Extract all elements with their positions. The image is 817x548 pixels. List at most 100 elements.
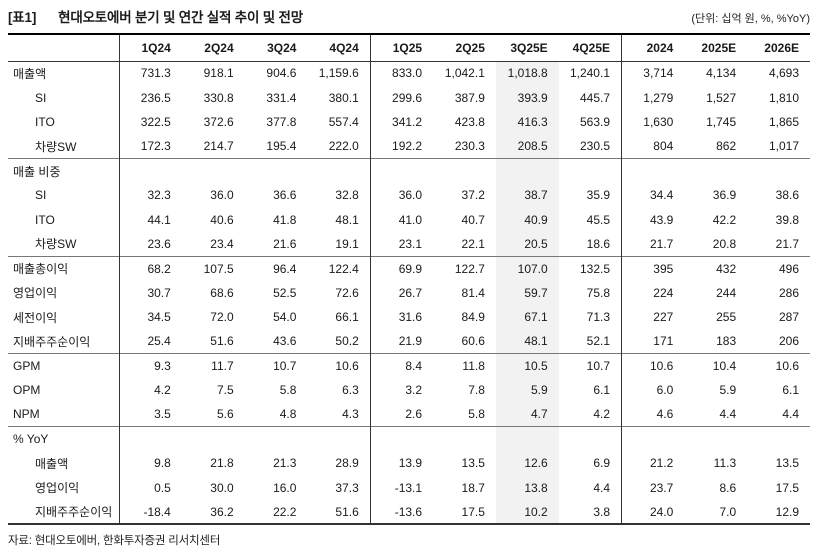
cell-value: 22.2 (273, 504, 297, 519)
cell-value: 52.1 (558, 329, 622, 354)
cell-value: 10.6 (307, 353, 371, 379)
cell-value: 230.3 (454, 139, 485, 154)
table-row: SI 32.3 36.0 36.6 32.8 36.0 37.2 38.7 35.9 34.4 36… (8, 182, 810, 208)
row-label: 차량SW (8, 231, 120, 257)
table-row: SI 236.5 330.8 331.4 380.1 299.6 387.9 393.9 445… (8, 85, 810, 110)
cell-value: 7.5 (216, 383, 234, 398)
cell-value: 21.7 (649, 236, 674, 251)
cell-value: 41.0 (398, 212, 423, 227)
cell-value: 172.3 (140, 139, 171, 154)
cell-value: 48.1 (495, 329, 559, 354)
cell-value: 13.8 (495, 475, 559, 501)
cell-value: 2.6 (405, 407, 423, 422)
row-label: GPM (8, 353, 120, 379)
table-row: 매출총이익 68.2 107.5 96.4 122.4 69.9 122.7 107.0 132… (8, 255, 810, 281)
cell-value: 4,693 (768, 66, 799, 81)
cell-value: 81.4 (461, 285, 485, 300)
cell-value (495, 158, 559, 183)
cell-value: 43.9 (649, 212, 674, 227)
cell-value: 12.9 (775, 504, 799, 519)
cell-value: 66.1 (307, 304, 371, 330)
cell-value: 445.7 (558, 85, 622, 110)
cell-value: 380.1 (307, 85, 371, 110)
cell-value: 183 (716, 334, 737, 349)
cell-value: 68.6 (210, 285, 234, 300)
row-label: ITO (8, 207, 120, 232)
table-row: ITO 44.1 40.6 41.8 48.1 41.0 40.7 40.9 45.5 43.9 4… (8, 207, 810, 232)
cell-value (307, 158, 371, 183)
column-header-4q24: 4Q24 (307, 34, 371, 62)
cell-value: 36.0 (210, 188, 234, 203)
table-row: 세전이익 34.5 72.0 54.0 66.1 31.6 84.9 67.1 71.3 227 2… (8, 304, 810, 330)
cell-value: 731.3 (140, 66, 171, 81)
cell-value: 286 (778, 285, 799, 300)
cell-value: 9.3 (119, 353, 182, 379)
row-label: ITO (8, 109, 120, 135)
column-header-4q25e: 4Q25E (558, 34, 622, 62)
cell-value: 10.2 (495, 500, 559, 525)
cell-value: 4.6 (656, 407, 674, 422)
cell-value: 393.9 (495, 85, 559, 110)
cell-value: 3.8 (558, 500, 622, 525)
cell-value: 96.4 (244, 255, 308, 281)
column-header-1q24: 1Q24 (119, 34, 182, 62)
cell-value: 4.2 (154, 383, 171, 398)
cell-value: 23.1 (398, 236, 423, 251)
financials-table: 1Q24 2Q24 3Q24 4Q24 1Q25 2Q25 3Q25E 4Q25E 2024 20… (8, 33, 810, 526)
cell-value: 4.7 (495, 402, 559, 427)
cell-value: 21.3 (273, 456, 297, 471)
cell-value: 21.8 (210, 456, 234, 471)
cell-value: 18.7 (461, 480, 485, 495)
cell-value: 84.9 (461, 310, 485, 325)
cell-value: 387.9 (454, 90, 485, 105)
cell-value: 23.7 (649, 480, 674, 495)
cell-value (307, 426, 371, 452)
cell-value: 331.4 (266, 90, 297, 105)
table-row: 영업이익 30.7 68.6 52.5 72.6 26.7 81.4 59.7 75.8 224 2… (8, 280, 810, 305)
cell-value: 32.8 (307, 182, 371, 208)
cell-value: 341.2 (392, 114, 423, 129)
cell-value: 36.0 (398, 188, 423, 203)
cell-value: 51.6 (210, 334, 234, 349)
cell-value: 122.4 (307, 255, 371, 281)
cell-value: 195.4 (266, 139, 297, 154)
cell-value: 5.8 (279, 383, 297, 398)
cell-value: 17.5 (461, 504, 485, 519)
cell-value: 8.4 (370, 353, 434, 379)
cell-value (119, 158, 182, 183)
cell-value: 59.7 (495, 280, 559, 305)
cell-value: 4.4 (719, 407, 737, 422)
cell-value: 222.0 (307, 134, 371, 159)
cell-value: 30.0 (210, 480, 234, 495)
cell-value: 19.1 (307, 231, 371, 257)
column-header-empty (8, 34, 120, 62)
cell-value: 5.8 (468, 407, 485, 422)
cell-value: 13.5 (461, 456, 485, 471)
table-row: OPM 4.2 7.5 5.8 6.3 3.2 7.8 5.9 6.1 6.0 5.9 6.1 (8, 378, 810, 403)
cell-value: 10.7 (558, 353, 622, 379)
cell-value (244, 158, 308, 183)
cell-value: 28.9 (307, 451, 371, 476)
cell-value: 67.1 (495, 304, 559, 330)
cell-value: 5.9 (495, 378, 559, 403)
column-header-3q24: 3Q24 (244, 34, 308, 62)
cell-value: 4,134 (706, 66, 737, 81)
cell-value (495, 426, 559, 452)
cell-value: 206 (778, 334, 799, 349)
cell-value: 416.3 (495, 109, 559, 135)
cell-value: 107.0 (495, 255, 559, 281)
cell-value (119, 426, 182, 452)
cell-value: 423.8 (454, 114, 485, 129)
cell-value: 4.2 (558, 402, 622, 427)
cell-value: 10.5 (495, 353, 559, 379)
cell-value: 20.5 (495, 231, 559, 257)
cell-value (370, 426, 434, 452)
cell-value (558, 426, 622, 452)
cell-value (433, 426, 496, 452)
cell-value: 496 (747, 255, 810, 281)
cell-value (684, 158, 748, 183)
cell-value: 23.4 (210, 236, 234, 251)
cell-value: 6.1 (782, 383, 799, 398)
cell-value (433, 158, 496, 183)
cell-value: 255 (716, 310, 737, 325)
